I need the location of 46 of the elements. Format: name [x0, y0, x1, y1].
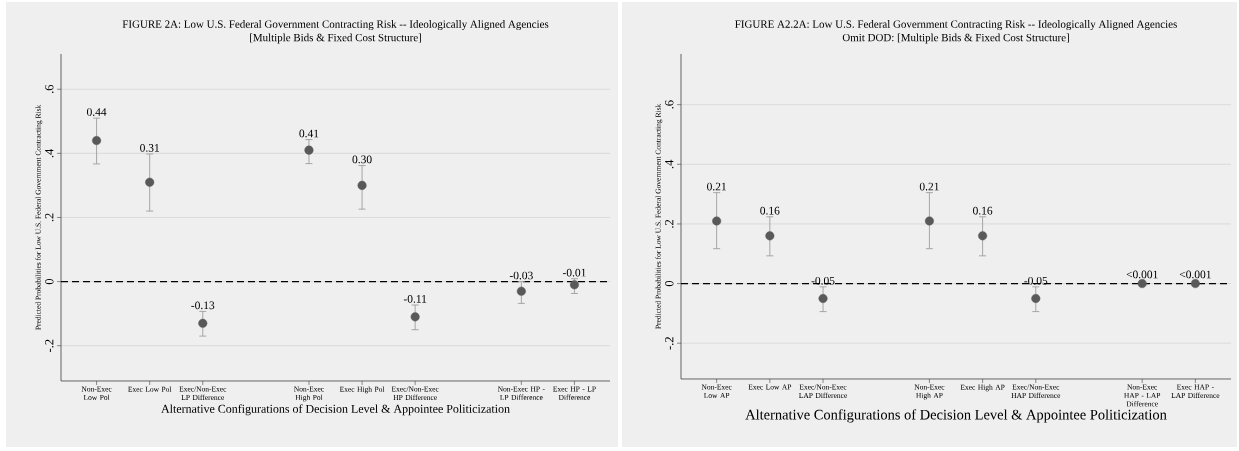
data-label: -0.03: [509, 271, 533, 280]
point: [712, 216, 722, 226]
y-tick-label: -.2: [665, 337, 674, 350]
data-label: 0.44: [87, 108, 107, 116]
point: [924, 216, 934, 226]
data-label: 0.30: [352, 155, 372, 164]
data-label: 0.16: [760, 206, 780, 215]
x-axis-title: Alternative Configurations of Decision Level & Appointee Politicization: [745, 409, 1167, 423]
chart-subtitle: Omit DOD: [Multiple Bids & Fixed Cost Structure]: [842, 33, 1069, 44]
y-tick-label: .6: [45, 84, 54, 94]
point: [1190, 279, 1200, 289]
chart-title: FIGURE 2A: Low U.S. Federal Government Contracting Risk -- Ideologically Aligned Agencies: [122, 20, 549, 31]
data-label: 0.21: [707, 182, 726, 191]
point: [818, 293, 828, 303]
point: [1137, 279, 1147, 289]
data-label: 0.21: [919, 182, 939, 191]
data-label: -0.13: [191, 301, 215, 310]
chart-subtitle: [Multiple Bids & Fixed Cost Structure]: [250, 33, 421, 44]
point: [198, 318, 208, 328]
y-tick-label: .6: [665, 100, 674, 109]
y-tick-label: .4: [45, 148, 54, 158]
x-axis-title: Alternative Configurations of Decision Level & Appointee Politicization: [161, 404, 510, 416]
data-label: 0.41: [299, 129, 319, 138]
point: [516, 286, 526, 296]
data-label: <0.001: [1126, 270, 1158, 279]
y-tick-label: .2: [665, 219, 674, 228]
point: [765, 231, 775, 241]
point: [357, 180, 367, 190]
point: [410, 312, 420, 322]
data-label: -0.01: [562, 268, 586, 277]
point: [145, 177, 155, 187]
point: [978, 231, 988, 241]
data-label: -0.11: [403, 295, 427, 303]
y-tick-label: .2: [45, 213, 54, 222]
y-tick-label: 0: [665, 280, 674, 287]
point: [569, 280, 579, 290]
data-label: 0.31: [140, 144, 160, 152]
chart-title: FIGURE A2.2A: Low U.S. Federal Government Contracting Risk -- Ideologically Aligned Agencies: [735, 20, 1177, 31]
data-label: 0.16: [973, 206, 993, 215]
point: [92, 136, 102, 146]
data-label: <0.001: [1179, 270, 1211, 279]
y-tick-label: -.2: [45, 339, 54, 352]
y-tick-label: 0: [45, 278, 54, 285]
point: [304, 145, 314, 155]
point: [1031, 293, 1041, 303]
y-tick-label: .4: [665, 159, 674, 169]
